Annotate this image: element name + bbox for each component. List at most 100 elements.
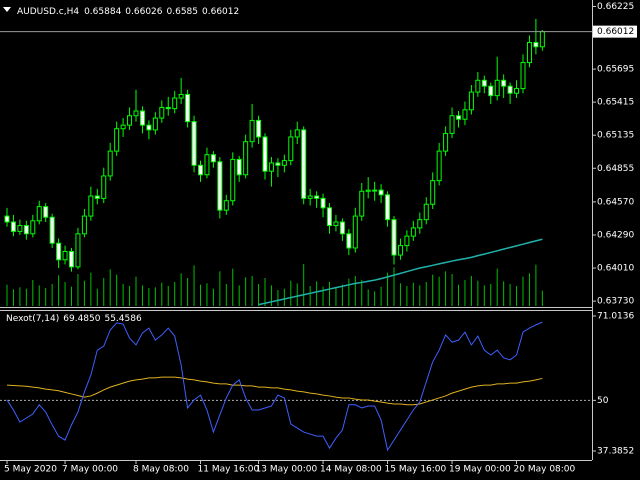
candle-body bbox=[520, 62, 526, 90]
volume-bar bbox=[193, 265, 195, 306]
volume-bar bbox=[219, 271, 221, 306]
volume-bar bbox=[258, 284, 260, 306]
candle-body bbox=[230, 158, 236, 202]
volume-bar bbox=[77, 274, 79, 306]
candle-body bbox=[275, 162, 281, 166]
candle-body bbox=[127, 115, 133, 126]
close: 0.66012 bbox=[202, 7, 239, 17]
candle-body bbox=[165, 106, 171, 110]
candle-body bbox=[262, 136, 268, 172]
volume-bar bbox=[225, 284, 227, 306]
volume-bar bbox=[129, 286, 131, 306]
y-tick-label: 0.65695 bbox=[597, 65, 634, 75]
y-tick-label: 0.64855 bbox=[597, 164, 634, 174]
volume-bar bbox=[470, 276, 472, 306]
volume-bar bbox=[283, 288, 285, 306]
volume-bar bbox=[187, 278, 189, 306]
candle-body bbox=[397, 245, 403, 256]
candle-body bbox=[391, 219, 397, 256]
volume-bar bbox=[419, 285, 421, 306]
candle-body bbox=[210, 154, 216, 163]
volume-bar bbox=[135, 276, 137, 306]
candle-body bbox=[423, 203, 429, 221]
x-tick-label: 19 May 00:00 bbox=[449, 465, 511, 475]
volume-bar bbox=[503, 281, 505, 306]
volume-bar bbox=[90, 272, 92, 306]
volume-bar bbox=[399, 283, 401, 306]
candle-body bbox=[159, 106, 165, 119]
volume-bar bbox=[367, 289, 369, 306]
x-tick-label: 11 May 16:00 bbox=[198, 465, 260, 475]
volume-bar bbox=[38, 285, 40, 306]
candle-body bbox=[320, 197, 326, 209]
candle-body bbox=[236, 158, 242, 176]
volume-bar bbox=[116, 274, 118, 306]
volume-bar bbox=[154, 287, 156, 306]
volume-bar bbox=[200, 284, 201, 306]
candle-body bbox=[404, 235, 410, 247]
volume-bar bbox=[516, 286, 518, 306]
volume-bar bbox=[109, 269, 111, 306]
x-tick-label: 5 May 2020 bbox=[4, 465, 57, 475]
indicator-value: 55.4586 bbox=[104, 314, 141, 324]
y-tick-label: 0.63730 bbox=[597, 297, 634, 307]
symbol: AUDUSD.c,H4 bbox=[17, 7, 79, 17]
candle-body bbox=[456, 115, 461, 120]
volume-bar bbox=[296, 283, 298, 306]
candle-body bbox=[430, 180, 436, 205]
volume-bar bbox=[83, 280, 85, 306]
candle-body bbox=[217, 161, 223, 211]
y-tick-label: 0.64570 bbox=[597, 197, 634, 207]
candle-body bbox=[133, 110, 139, 117]
candle-body bbox=[314, 195, 320, 199]
candle-body bbox=[62, 251, 68, 261]
volume-bar bbox=[264, 278, 266, 306]
volume-bar bbox=[496, 268, 498, 306]
candle-body bbox=[333, 221, 339, 227]
candle-body bbox=[365, 189, 371, 192]
x-tick-label: 14 May 08:00 bbox=[320, 465, 382, 475]
volume-bar bbox=[335, 287, 337, 306]
high: 0.66026 bbox=[125, 7, 162, 17]
candle-body bbox=[281, 160, 287, 166]
volume-bar bbox=[212, 288, 214, 306]
volume-bar bbox=[277, 290, 279, 306]
candle-body bbox=[507, 85, 513, 94]
candle-body bbox=[533, 42, 539, 48]
volume-bar bbox=[148, 288, 150, 306]
volume-bar bbox=[412, 282, 414, 306]
volume-bar bbox=[464, 280, 466, 306]
volume-bar bbox=[535, 264, 537, 306]
volume-bar bbox=[432, 274, 434, 306]
candle-body bbox=[30, 220, 36, 235]
y-tick-label: 0.65415 bbox=[597, 98, 634, 108]
candle-body bbox=[139, 110, 145, 126]
candle-body bbox=[88, 195, 94, 217]
candle-body bbox=[346, 233, 352, 249]
x-tick-label: 20 May 08:00 bbox=[514, 465, 576, 475]
volume-bar bbox=[58, 275, 60, 306]
candle-body bbox=[301, 129, 307, 199]
candle-body bbox=[204, 154, 210, 176]
moving-average bbox=[258, 238, 543, 306]
indicator-header: Nexot(7,14) 69.4850 55.4586 bbox=[6, 314, 142, 324]
candle-body bbox=[372, 189, 378, 192]
volume-bar bbox=[245, 277, 247, 306]
candle-body bbox=[10, 221, 16, 232]
candle-body bbox=[352, 215, 358, 249]
candle-body bbox=[410, 227, 416, 237]
y-tick-label: 37.3852 bbox=[597, 446, 634, 456]
candle-body bbox=[23, 225, 29, 235]
candle-body bbox=[223, 200, 229, 211]
volume-bar bbox=[522, 276, 524, 306]
x-tick-label: 7 May 00:00 bbox=[62, 465, 118, 475]
volume-bar bbox=[32, 280, 34, 306]
volume-bar bbox=[303, 264, 305, 306]
candle-body bbox=[327, 207, 332, 227]
candle-body bbox=[539, 31, 545, 48]
volume-bar bbox=[387, 272, 389, 306]
volume-bar bbox=[322, 286, 324, 306]
indicator-title: Nexot(7,14) bbox=[6, 314, 59, 324]
